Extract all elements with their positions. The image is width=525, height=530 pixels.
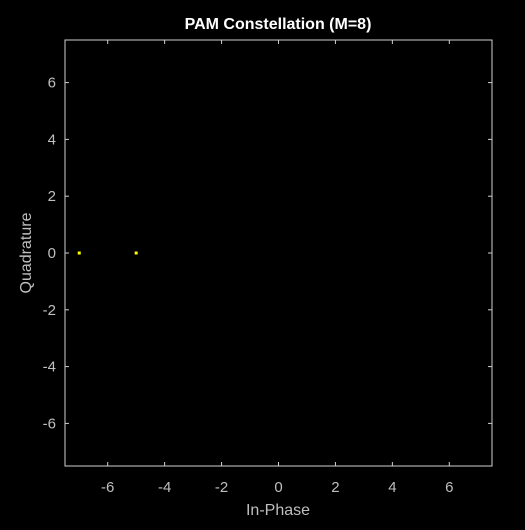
x-axis-ticks: -6 -4 -2 0 2 4 6: [101, 40, 453, 496]
y-axis-label: Quadrature: [18, 212, 35, 293]
x-tick-label: 0: [274, 479, 282, 496]
chart-title: PAM Constellation (M=8): [185, 16, 372, 33]
x-tick-label: -4: [158, 479, 171, 496]
y-tick-label: 6: [48, 75, 56, 92]
y-tick-label: 2: [48, 188, 56, 205]
x-axis-label: In-Phase: [246, 502, 310, 519]
constellation-point: [77, 251, 81, 255]
x-tick-label: -6: [101, 479, 114, 496]
data-points: [77, 251, 138, 255]
constellation-point: [134, 251, 138, 255]
y-tick-label: 4: [48, 131, 56, 148]
x-tick-label: 4: [388, 479, 396, 496]
y-tick-label: 0: [48, 245, 56, 262]
axes-box: [64, 39, 493, 467]
y-axis-ticks: -6 -4 -2 0 2 4 6: [43, 75, 492, 432]
x-tick-label: 6: [445, 479, 453, 496]
y-tick-label: -4: [43, 359, 56, 376]
y-tick-label: -6: [43, 415, 56, 432]
x-tick-label: -2: [215, 479, 228, 496]
y-tick-label: -2: [43, 302, 56, 319]
x-tick-label: 2: [331, 479, 339, 496]
